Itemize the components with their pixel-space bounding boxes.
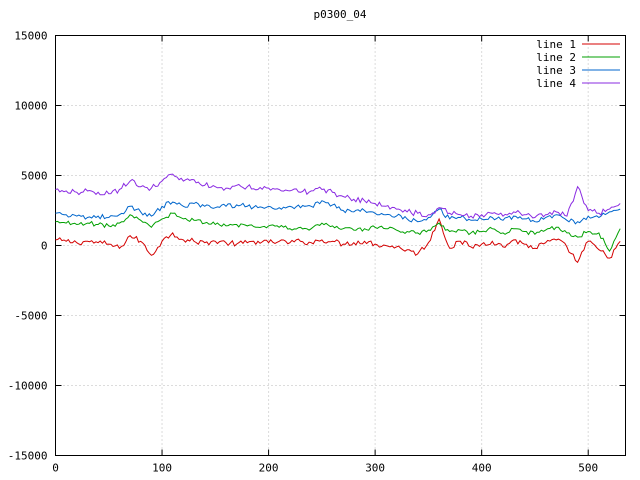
y-tick-label: 15000 <box>14 30 47 43</box>
legend-label: line 2 <box>536 51 576 64</box>
legend-label: line 4 <box>536 77 576 90</box>
chart-title: p0300_04 <box>313 8 367 21</box>
x-tick-label: 400 <box>472 462 492 475</box>
x-tick-label: 0 <box>52 462 59 475</box>
series-line-2 <box>55 212 621 252</box>
y-tick-label: 5000 <box>21 170 48 183</box>
x-tick-label: 100 <box>152 462 172 475</box>
y-tick-label: 0 <box>41 240 48 253</box>
legend-label: line 3 <box>536 64 576 77</box>
plot-border <box>55 35 626 456</box>
x-tick-label: 300 <box>365 462 385 475</box>
legend-label: line 1 <box>536 38 576 51</box>
y-tick-label: -15000 <box>8 450 48 463</box>
x-tick-label: 200 <box>259 462 279 475</box>
x-tick-label: 500 <box>578 462 598 475</box>
y-tick-label: 10000 <box>14 100 47 113</box>
series-line-3 <box>55 200 621 225</box>
series-line-4 <box>55 173 621 219</box>
y-tick-label: -5000 <box>14 310 47 323</box>
y-tick-label: -10000 <box>8 380 48 393</box>
series-line-1 <box>55 217 621 264</box>
